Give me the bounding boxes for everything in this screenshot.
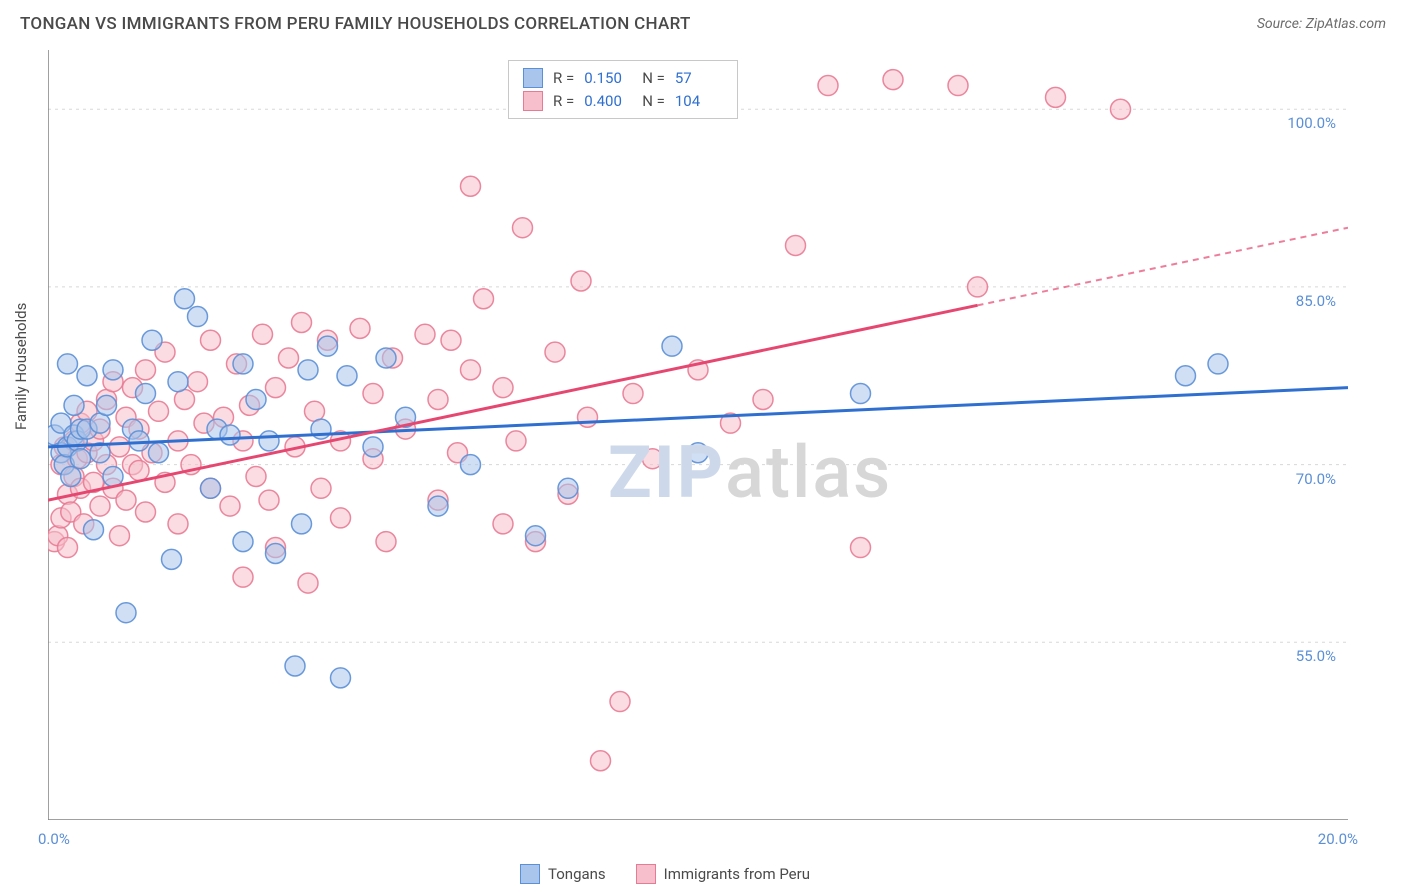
legend-r-label: R =	[553, 90, 574, 113]
legend-swatch	[523, 68, 543, 88]
legend-n-value: 104	[675, 90, 723, 113]
y-tick-label: 85.0%	[1296, 292, 1336, 310]
legend-n-label: N =	[642, 90, 665, 113]
legend-swatch	[523, 91, 543, 111]
legend-series-label: Immigrants from Peru	[664, 865, 810, 883]
y-tick-label: 70.0%	[1296, 470, 1336, 488]
legend-swatch	[636, 864, 656, 884]
legend-r-value: 0.400	[584, 90, 632, 113]
legend-r-label: R =	[553, 67, 574, 90]
source-label: Source: ZipAtlas.com	[1257, 16, 1386, 32]
chart-header: TONGAN VS IMMIGRANTS FROM PERU FAMILY HO…	[0, 0, 1406, 40]
legend-row: R = 0.150 N = 57	[523, 67, 723, 90]
legend-item: Immigrants from Peru	[636, 864, 810, 884]
legend-n-value: 57	[675, 67, 723, 90]
legend-item: Tongans	[520, 864, 606, 884]
legend-r-value: 0.150	[584, 67, 632, 90]
chart-title: TONGAN VS IMMIGRANTS FROM PERU FAMILY HO…	[20, 14, 691, 34]
y-axis-label: Family Households	[12, 303, 30, 430]
correlation-legend: R = 0.150 N = 57 R = 0.400 N = 104	[508, 60, 738, 119]
scatter-plot	[48, 50, 1348, 820]
legend-n-label: N =	[642, 67, 665, 90]
legend-row: R = 0.400 N = 104	[523, 90, 723, 113]
y-tick-label: 55.0%	[1296, 647, 1336, 665]
legend-series-label: Tongans	[548, 865, 606, 883]
x-axis-min-label: 0.0%	[38, 830, 70, 848]
x-axis-max-label: 20.0%	[1318, 830, 1358, 848]
legend-swatch	[520, 864, 540, 884]
y-tick-label: 100.0%	[1287, 114, 1336, 132]
series-legend: Tongans Immigrants from Peru	[520, 864, 810, 884]
chart-area: ZIPatlas R =0.150N =57R =0.400N =104 55.…	[48, 50, 1348, 820]
